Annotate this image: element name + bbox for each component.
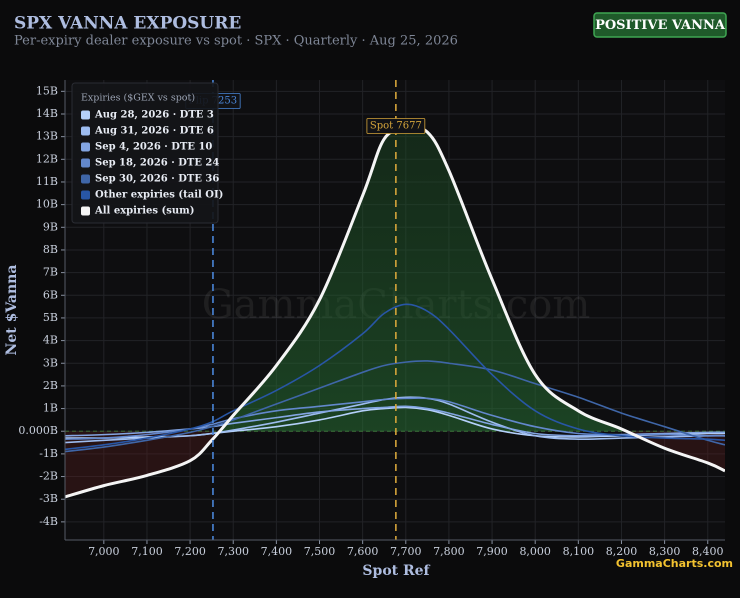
x-tick-label: 7,100 (131, 545, 163, 558)
legend-swatch (81, 110, 90, 120)
y-tick-label: 11B (36, 175, 58, 188)
y-tick-label: 1B (43, 402, 58, 415)
y-tick-label: 2B (43, 379, 58, 392)
y-tick-label: 14B (36, 107, 58, 120)
x-axis-label: Spot Ref (362, 563, 430, 579)
x-tick-label: 8,400 (692, 545, 724, 558)
legend-swatch (81, 174, 90, 184)
x-tick-label: 8,200 (606, 545, 638, 558)
y-tick-label: 12B (36, 152, 58, 165)
y-tick-label: 10B (36, 198, 58, 211)
y-tick-label: -1B (39, 447, 58, 460)
y-tick-label: 7B (43, 266, 58, 279)
spot-label-box (366, 118, 426, 134)
series-line (65, 360, 725, 453)
legend-title: Expiries ($GEX vs spot) (81, 93, 195, 104)
y-axis-label: Net $Vanna (4, 265, 20, 356)
legend-label: Other expiries (tail OI) (95, 190, 223, 201)
y-tick-label: -3B (39, 492, 58, 505)
y-tick-label: -2B (39, 470, 58, 483)
y-tick-label: 8B (43, 243, 58, 256)
y-tick-label: 0.000B (18, 424, 58, 437)
x-tick-label: 8,000 (519, 545, 551, 558)
legend-swatch (81, 158, 90, 168)
legend-swatch (81, 126, 90, 136)
x-tick-label: 7,600 (347, 545, 379, 558)
legend-label: Sep 4, 2026 · DTE 10 (95, 142, 212, 153)
y-tick-label: 13B (36, 130, 58, 143)
y-tick-label: 6B (43, 288, 58, 301)
x-tick-label: 7,700 (390, 545, 422, 558)
x-tick-label: 8,300 (649, 545, 681, 558)
series-line (65, 303, 725, 451)
y-tick-label: -4B (39, 515, 58, 528)
x-tick-label: 7,200 (174, 545, 206, 558)
badge: POSITIVE VANNA (595, 18, 726, 33)
chart-title: SPX VANNA EXPOSURE (14, 14, 241, 34)
x-tick-label: 7,400 (261, 545, 293, 558)
y-tick-label: 15B (36, 84, 58, 97)
legend-label: All expiries (sum) (94, 206, 194, 217)
legend-box (71, 82, 219, 224)
chart-subtitle: Per-expiry dealer exposure vs spot · SPX… (14, 34, 458, 49)
x-tick-label: 7,000 (88, 545, 120, 558)
spot-label: Spot 7677 (370, 121, 422, 132)
x-tick-label: 7,900 (476, 545, 508, 558)
x-tick-label: 7,500 (304, 545, 336, 558)
positive-area (219, 128, 627, 432)
legend-swatch (81, 142, 90, 152)
x-tick-label: 8,100 (563, 545, 595, 558)
legend-label: Aug 31, 2026 · DTE 6 (94, 126, 214, 137)
x-tick-label: 7,300 (217, 545, 249, 558)
legend-swatch (81, 190, 90, 200)
brand-logo: GammaCharts.com (616, 557, 733, 570)
legend-label: Aug 28, 2026 · DTE 3 (94, 110, 214, 121)
legend-label: Sep 18, 2026 · DTE 24 (95, 158, 219, 169)
legend-swatch (81, 206, 90, 216)
y-tick-label: 9B (43, 220, 58, 233)
legend-label: Sep 30, 2026 · DTE 36 (95, 174, 219, 185)
y-tick-label: 5B (43, 311, 58, 324)
y-tick-label: 3B (43, 356, 58, 369)
badge-box (593, 12, 727, 38)
x-tick-label: 7,800 (433, 545, 465, 558)
y-tick-label: 4B (43, 334, 58, 347)
